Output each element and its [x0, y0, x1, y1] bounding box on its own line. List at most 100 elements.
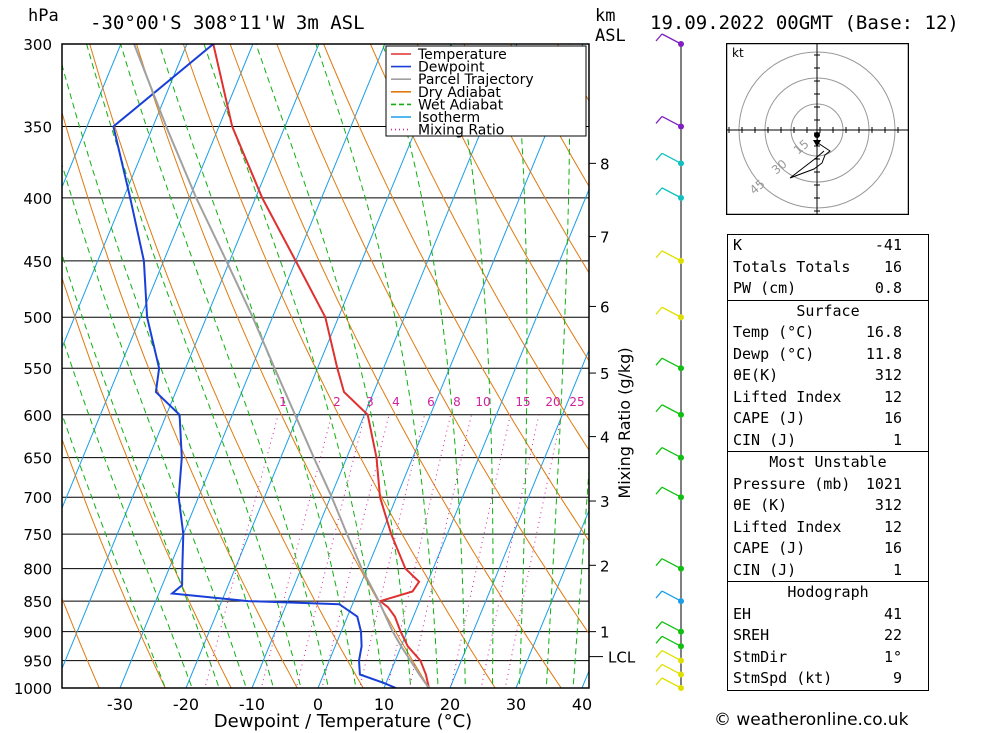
plot-frame — [61, 43, 590, 689]
km-tick-label: 4 — [600, 429, 610, 447]
wind-barb — [655, 250, 663, 259]
mu-value: 16 — [883, 539, 902, 557]
surface-label: Temp (°C) — [733, 323, 815, 341]
wind-dot — [678, 257, 684, 264]
wind-barb — [661, 152, 682, 164]
mixing-ratio-line — [321, 414, 390, 688]
mixing-ratio-tick-label: 8 — [453, 395, 461, 409]
dry-adiabat-line — [369, 44, 589, 451]
wind-barb — [661, 357, 682, 369]
parcel-trajectory-profile — [133, 44, 430, 688]
datetime-title: 19.09.2022 00GMT (Base: 12) — [650, 12, 959, 34]
mixing-ratio-axis-label: Mixing Ratio (g/kg) — [615, 347, 634, 498]
copyright-link[interactable]: © weatheronline.co.uk — [714, 710, 909, 730]
mu-label: Lifted Index — [733, 517, 842, 536]
hodo-row: SREH 22 — [728, 625, 928, 647]
mixing-ratio-tick-label: 1 — [279, 395, 287, 409]
wind-barb — [655, 357, 663, 366]
temperature-tick-label: 30 — [506, 695, 526, 714]
index-row-k: K -41 — [728, 235, 928, 257]
wind-barb — [655, 558, 663, 567]
surface-value: 12 — [883, 387, 902, 406]
wind-barb — [661, 590, 682, 602]
wet-adiabat-line — [203, 44, 384, 688]
wind-barb — [655, 650, 663, 658]
isotherm-line — [62, 44, 188, 349]
wet-adiabat-line — [62, 412, 166, 688]
mixing-ratio-tick-label: 2 — [333, 395, 341, 409]
pressure-tick-label: 700 — [23, 489, 52, 507]
wet-adiabat-line — [255, 44, 412, 688]
surface-row: Temp (°C) 16.8 — [728, 322, 928, 344]
k-index-value: -41 — [874, 236, 902, 254]
mu-value: 312 — [874, 496, 902, 514]
wind-barb — [655, 33, 663, 42]
pressure-tick-label: 900 — [23, 624, 52, 642]
km-tick-label: 1 — [600, 624, 610, 642]
mixing-ratio-line — [450, 414, 511, 688]
km-tick-label: 7 — [600, 229, 610, 247]
mu-label: CAPE (J) — [733, 539, 806, 557]
wind-barb — [655, 404, 663, 413]
temperature-tick-label: -20 — [173, 695, 199, 714]
dry-adiabat-line — [135, 44, 430, 688]
isotherm-line — [62, 44, 122, 189]
wind-dot — [678, 598, 684, 605]
dry-adiabat-line — [463, 44, 589, 274]
wind-dot — [678, 365, 684, 372]
wind-dot — [678, 494, 684, 501]
wind-barb — [655, 116, 663, 124]
surface-row: Dewp (°C) 11.8 — [728, 344, 928, 366]
hodograph-trace — [789, 136, 831, 179]
hodo-label: StmDir — [733, 647, 788, 666]
surface-value: 16 — [883, 409, 902, 427]
wind-dot — [678, 685, 684, 691]
wind-barb — [655, 447, 663, 455]
surface-label: θE(K) — [733, 366, 779, 384]
wind-dot — [678, 160, 684, 167]
pressure-tick-label: 600 — [23, 407, 52, 425]
wind-barb — [661, 621, 682, 633]
legend-label: Wet Adiabat — [418, 97, 504, 113]
most-unstable-title: Most Unstable — [769, 453, 887, 471]
mixing-ratio-tick-label: 20 — [545, 395, 560, 409]
dry-adiabat-line — [416, 44, 589, 362]
wind-dot — [678, 123, 684, 130]
hodograph-title: Hodograph — [787, 583, 869, 601]
wind-barb — [661, 558, 682, 570]
mu-value: 1 — [892, 560, 902, 579]
mixing-ratio-line — [408, 414, 472, 688]
pressure-unit-label: hPa — [28, 6, 59, 26]
k-index-label: K — [733, 236, 743, 254]
surface-value: 1 — [892, 430, 902, 449]
wind-barb — [661, 115, 682, 128]
isotherm-line — [185, 44, 452, 688]
dry-adiabat-line — [229, 44, 562, 688]
mu-row: Pressure (mb) 1021 — [728, 474, 928, 496]
wind-barb — [661, 677, 682, 689]
legend-label: Mixing Ratio — [418, 123, 504, 139]
mixing-ratio-line — [359, 414, 426, 688]
pressure-tick-label: 350 — [23, 118, 52, 136]
surface-label: CIN (J) — [733, 430, 797, 449]
isotherm-line — [119, 44, 386, 688]
wind-dot — [678, 41, 684, 47]
wind-barb — [655, 187, 663, 196]
km-tick-label: 5 — [600, 365, 610, 383]
location-title: -30°00'S 308°11'W 3m ASL — [90, 12, 365, 34]
hodo-label: EH — [733, 604, 752, 623]
pressure-tick-label: 650 — [23, 450, 52, 468]
wind-barb — [655, 590, 663, 599]
x-axis-label: Dewpoint / Temperature (°C) — [214, 711, 472, 732]
wind-barb — [655, 486, 663, 495]
mixing-ratio-tick-label: 15 — [515, 395, 530, 409]
pressure-tick-label: 550 — [23, 360, 52, 378]
isotherm-line — [251, 44, 518, 688]
mixing-ratio-tick-label: 10 — [475, 395, 490, 409]
surface-label: CAPE (J) — [733, 409, 806, 427]
km-tick-label: 8 — [600, 155, 610, 173]
temperature-profile — [212, 44, 430, 688]
wind-barb — [661, 404, 682, 416]
wind-dot — [678, 314, 684, 321]
